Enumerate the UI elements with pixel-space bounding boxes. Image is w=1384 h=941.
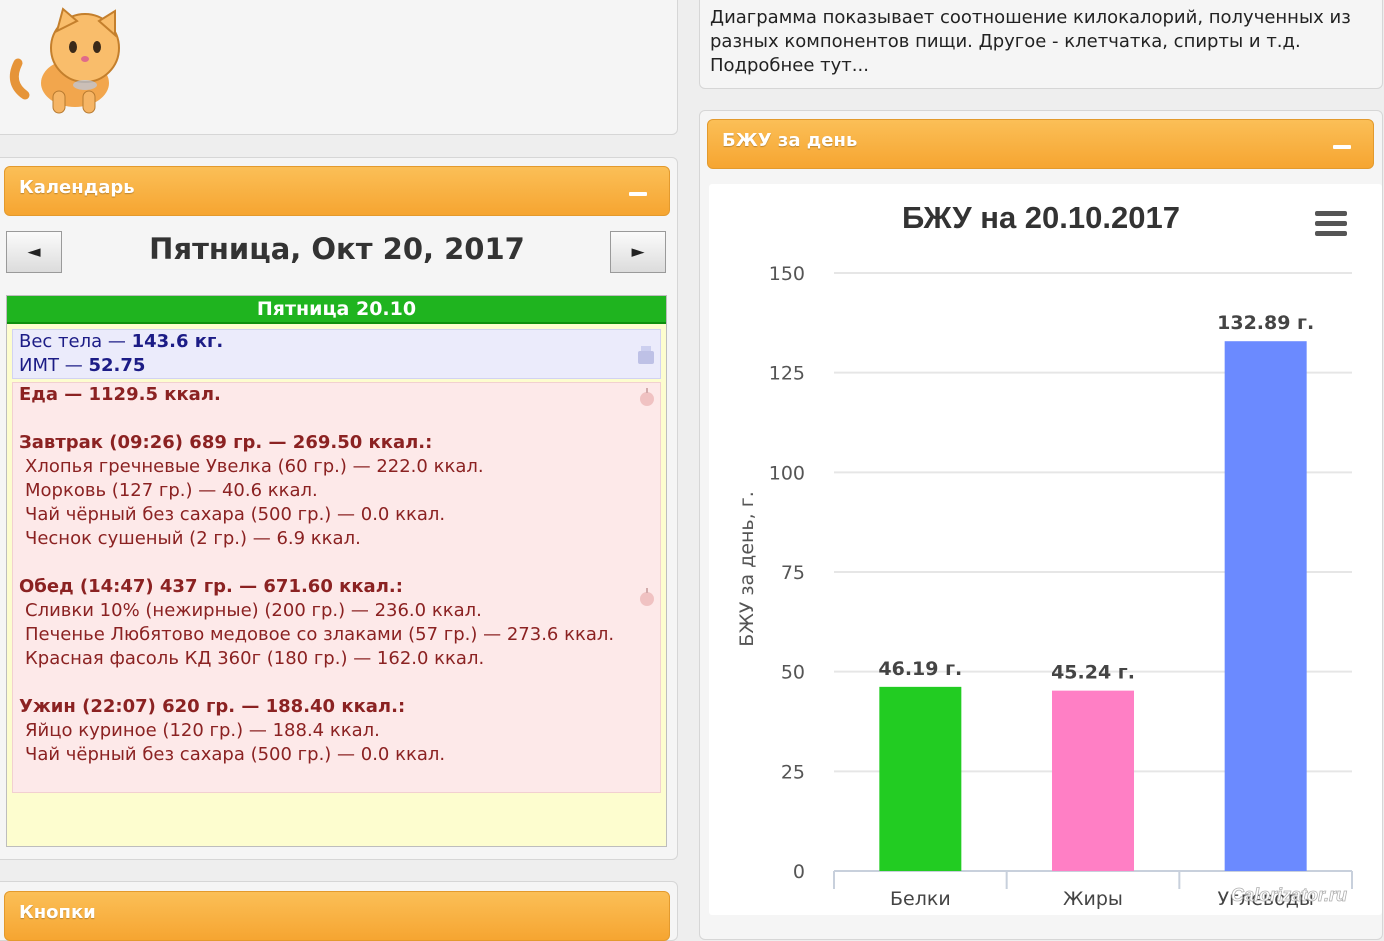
date-heading: Пятница, Окт 20, 2017 bbox=[149, 232, 525, 266]
buttons-header[interactable]: Кнопки bbox=[4, 891, 670, 941]
food-total: Еда — 1129.5 ккал. bbox=[19, 384, 221, 405]
bar[interactable] bbox=[1052, 690, 1134, 871]
bar[interactable] bbox=[1224, 341, 1307, 871]
next-day-button[interactable]: ► bbox=[610, 231, 666, 273]
y-tick-label: 25 bbox=[781, 761, 805, 783]
data-label: 46.19 г. bbox=[878, 658, 962, 680]
day-card: Пятница 20.10 Вес тела — 143.6 кг. ИМТ —… bbox=[6, 295, 667, 847]
bju-chart: БЖУ на 20.10.2017 БЖУ за день, г. 0 25 50 7… bbox=[736, 200, 1353, 910]
weight-label: Вес тела — bbox=[19, 331, 132, 352]
y-tick-label: 150 bbox=[769, 263, 805, 285]
weight-section[interactable]: Вес тела — 143.6 кг. ИМТ — 52.75 bbox=[12, 329, 661, 379]
meal-item: Чеснок сушеный (2 гр.) — 6.9 ккал. bbox=[25, 528, 361, 549]
bju-title: БЖУ за день bbox=[722, 130, 858, 151]
bju-header[interactable]: БЖУ за день bbox=[707, 119, 1374, 169]
cat-mascot-icon bbox=[9, 7, 120, 114]
y-tick-label: 50 bbox=[781, 662, 805, 684]
category-label: Жиры bbox=[1063, 888, 1123, 910]
category-label: Белки bbox=[890, 888, 951, 910]
info-more-link[interactable]: Подробнее тут... bbox=[710, 55, 869, 76]
buttons-title: Кнопки bbox=[19, 902, 96, 923]
mascot-panel bbox=[0, 0, 678, 135]
calendar-title: Календарь bbox=[19, 177, 135, 198]
weight-value: 143.6 кг. bbox=[131, 331, 224, 352]
bmi-label: ИМТ — bbox=[19, 355, 89, 376]
scale-icon bbox=[638, 346, 654, 364]
y-axis-label: БЖУ за день, г. bbox=[736, 491, 758, 646]
meal-title: Ужин (22:07) 620 гр. — 188.40 ккал.: bbox=[19, 696, 406, 717]
meal-item: Яйцо куриное (120 гр.) — 188.4 ккал. bbox=[25, 720, 380, 741]
data-label: 45.24 г. bbox=[1051, 662, 1135, 684]
info-line: Диаграмма показывает соотношение килокал… bbox=[710, 7, 1351, 28]
apple-icon[interactable] bbox=[638, 587, 656, 607]
y-tick-label: 75 bbox=[781, 562, 805, 584]
info-panel: Диаграмма показывает соотношение килокал… bbox=[699, 0, 1383, 89]
minimize-icon[interactable] bbox=[1333, 145, 1351, 149]
day-header: Пятница 20.10 bbox=[7, 296, 666, 324]
bar[interactable] bbox=[879, 686, 962, 871]
chart-title: БЖУ на 20.10.2017 bbox=[902, 200, 1180, 235]
bmi-value: 52.75 bbox=[88, 355, 146, 376]
hamburger-menu-icon[interactable] bbox=[1315, 211, 1347, 236]
category-label: Углеводы bbox=[1217, 888, 1313, 910]
meal-item: Морковь (127 гр.) — 40.6 ккал. bbox=[25, 480, 318, 501]
y-tick-label: 0 bbox=[793, 861, 805, 883]
food-section: Еда — 1129.5 ккал. Завтрак (09:26) 689 г… bbox=[12, 382, 661, 793]
y-tick-label: 125 bbox=[769, 363, 805, 385]
meal-title: Завтрак (09:26) 689 гр. — 269.50 ккал.: bbox=[19, 432, 433, 453]
meal-item: Чай чёрный без сахара (500 гр.) — 0.0 кк… bbox=[25, 744, 446, 765]
meal-item: Печенье Любятово медовое со злаками (57 … bbox=[25, 624, 615, 645]
meal-item: Сливки 10% (нежирные) (200 гр.) — 236.0 … bbox=[25, 600, 482, 621]
prev-day-button[interactable]: ◄ bbox=[6, 231, 62, 273]
watermark: Calorizator.ru bbox=[1231, 885, 1347, 905]
meal-item: Красная фасоль КД 360г (180 гр.) — 162.0… bbox=[25, 648, 485, 669]
info-line: разных компонентов пищи. Другое - клетча… bbox=[710, 31, 1301, 52]
y-tick-label: 100 bbox=[769, 462, 805, 484]
chart-container: БЖУ на 20.10.2017 БЖУ за день, г. 0 25 50 7… bbox=[709, 184, 1382, 915]
meal-title: Обед (14:47) 437 гр. — 671.60 ккал.: bbox=[19, 576, 403, 597]
meal-item: Чай чёрный без сахара (500 гр.) — 0.0 кк… bbox=[25, 504, 446, 525]
meal-item: Хлопья гречневые Увелка (60 гр.) — 222.0… bbox=[25, 456, 484, 477]
minimize-icon[interactable] bbox=[629, 192, 647, 196]
data-label: 132.89 г. bbox=[1217, 312, 1314, 334]
calendar-header[interactable]: Календарь bbox=[4, 166, 670, 216]
apple-icon[interactable] bbox=[638, 387, 656, 407]
